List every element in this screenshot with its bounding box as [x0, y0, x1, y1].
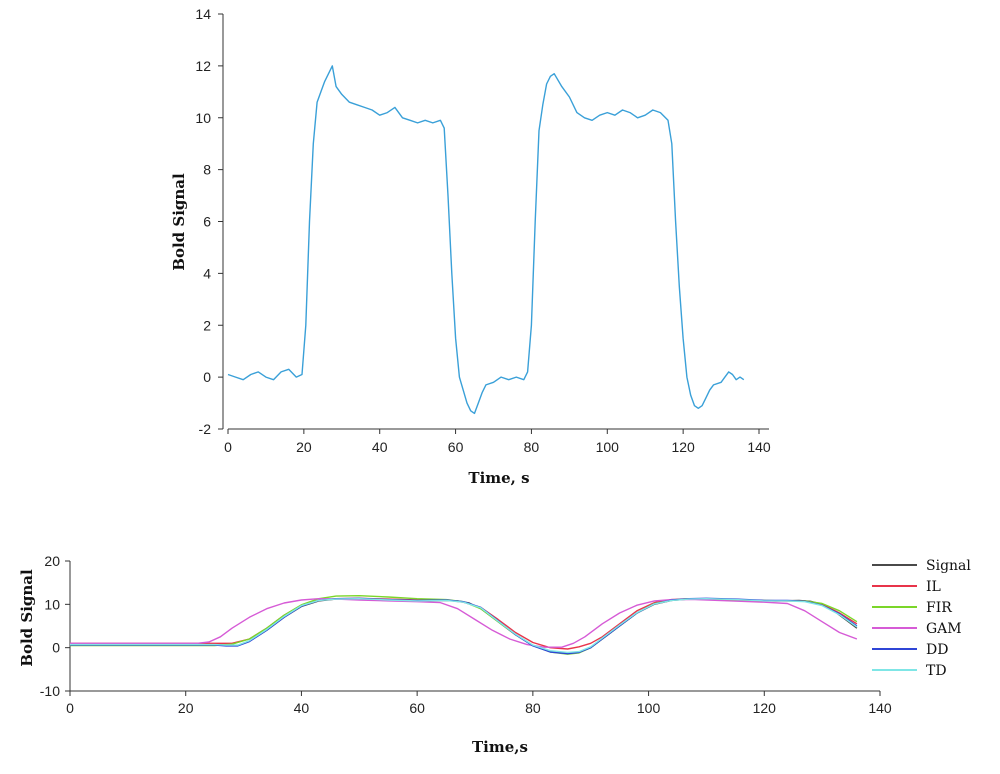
x-tick-label: 80 [524, 439, 540, 455]
chart-bottom-x-ticks: 0 20 40 60 80 100 120 140 [66, 691, 892, 716]
chart-top-series [227, 65, 745, 415]
chart-bottom-y-axis-label: Bold Signal [18, 569, 36, 667]
y-tick-label: 2 [203, 317, 211, 333]
x-tick-label: 140 [868, 700, 892, 716]
chart-bottom-legend: Signal IL FIR GAM DD TD [872, 558, 971, 679]
y-tick-label: 8 [203, 162, 211, 178]
x-tick-label: 120 [671, 439, 695, 455]
y-tick-label: 4 [203, 265, 211, 281]
chart-bottom-axes [69, 561, 880, 692]
chart-top-axes [222, 14, 769, 430]
x-tick-label: 0 [66, 700, 74, 716]
series-line-td [70, 598, 858, 654]
y-tick-label: 20 [44, 553, 60, 569]
x-tick-label: 40 [294, 700, 310, 716]
x-tick-label: 140 [747, 439, 771, 455]
chart-bottom: 0 20 40 60 80 100 120 140 -10 0 10 20 Time,s Bold … [18, 553, 971, 756]
series-line-il [70, 597, 858, 650]
y-tick-label: 14 [195, 6, 211, 22]
y-tick-label: 0 [203, 369, 211, 385]
x-tick-label: 80 [525, 700, 541, 716]
legend-label-signal: Signal [926, 558, 971, 574]
chart-bottom-y-ticks: -10 0 10 20 [40, 553, 70, 699]
x-tick-label: 20 [178, 700, 194, 716]
y-tick-label: -2 [199, 421, 212, 437]
x-tick-label: 20 [296, 439, 312, 455]
legend-label-dd: DD [926, 642, 948, 658]
chart-top-y-axis-label: Bold Signal [170, 173, 188, 271]
y-tick-label: 6 [203, 214, 211, 230]
chart-top: 0 20 40 60 80 100 120 140 -2 0 2 4 6 8 10 12 14 Time, s… [170, 6, 771, 487]
chart-top-x-axis-label: Time, s [468, 469, 529, 487]
y-tick-label: 10 [44, 596, 60, 612]
legend-label-il: IL [926, 579, 941, 595]
x-tick-label: 120 [753, 700, 777, 716]
y-tick-label: 10 [195, 110, 211, 126]
x-tick-label: 0 [224, 439, 232, 455]
x-tick-label: 100 [637, 700, 661, 716]
y-tick-label: 12 [195, 58, 211, 74]
y-tick-label: 0 [52, 640, 60, 656]
series-line [227, 65, 745, 415]
legend-label-gam: GAM [926, 621, 962, 637]
chart-top-x-ticks: 0 20 40 60 80 100 120 140 [224, 429, 771, 455]
x-tick-label: 100 [596, 439, 620, 455]
x-tick-label: 60 [409, 700, 425, 716]
x-tick-label: 60 [448, 439, 464, 455]
chart-top-y-ticks: -2 0 2 4 6 8 10 12 14 [195, 6, 223, 437]
chart-bottom-series [70, 595, 858, 655]
series-line-dd [70, 597, 858, 655]
x-tick-label: 40 [372, 439, 388, 455]
legend-label-td: TD [926, 663, 947, 679]
series-line-gam [70, 598, 858, 648]
legend-label-fir: FIR [926, 600, 952, 616]
y-tick-label: -10 [40, 683, 60, 699]
chart-bottom-x-axis-label: Time,s [472, 738, 528, 756]
